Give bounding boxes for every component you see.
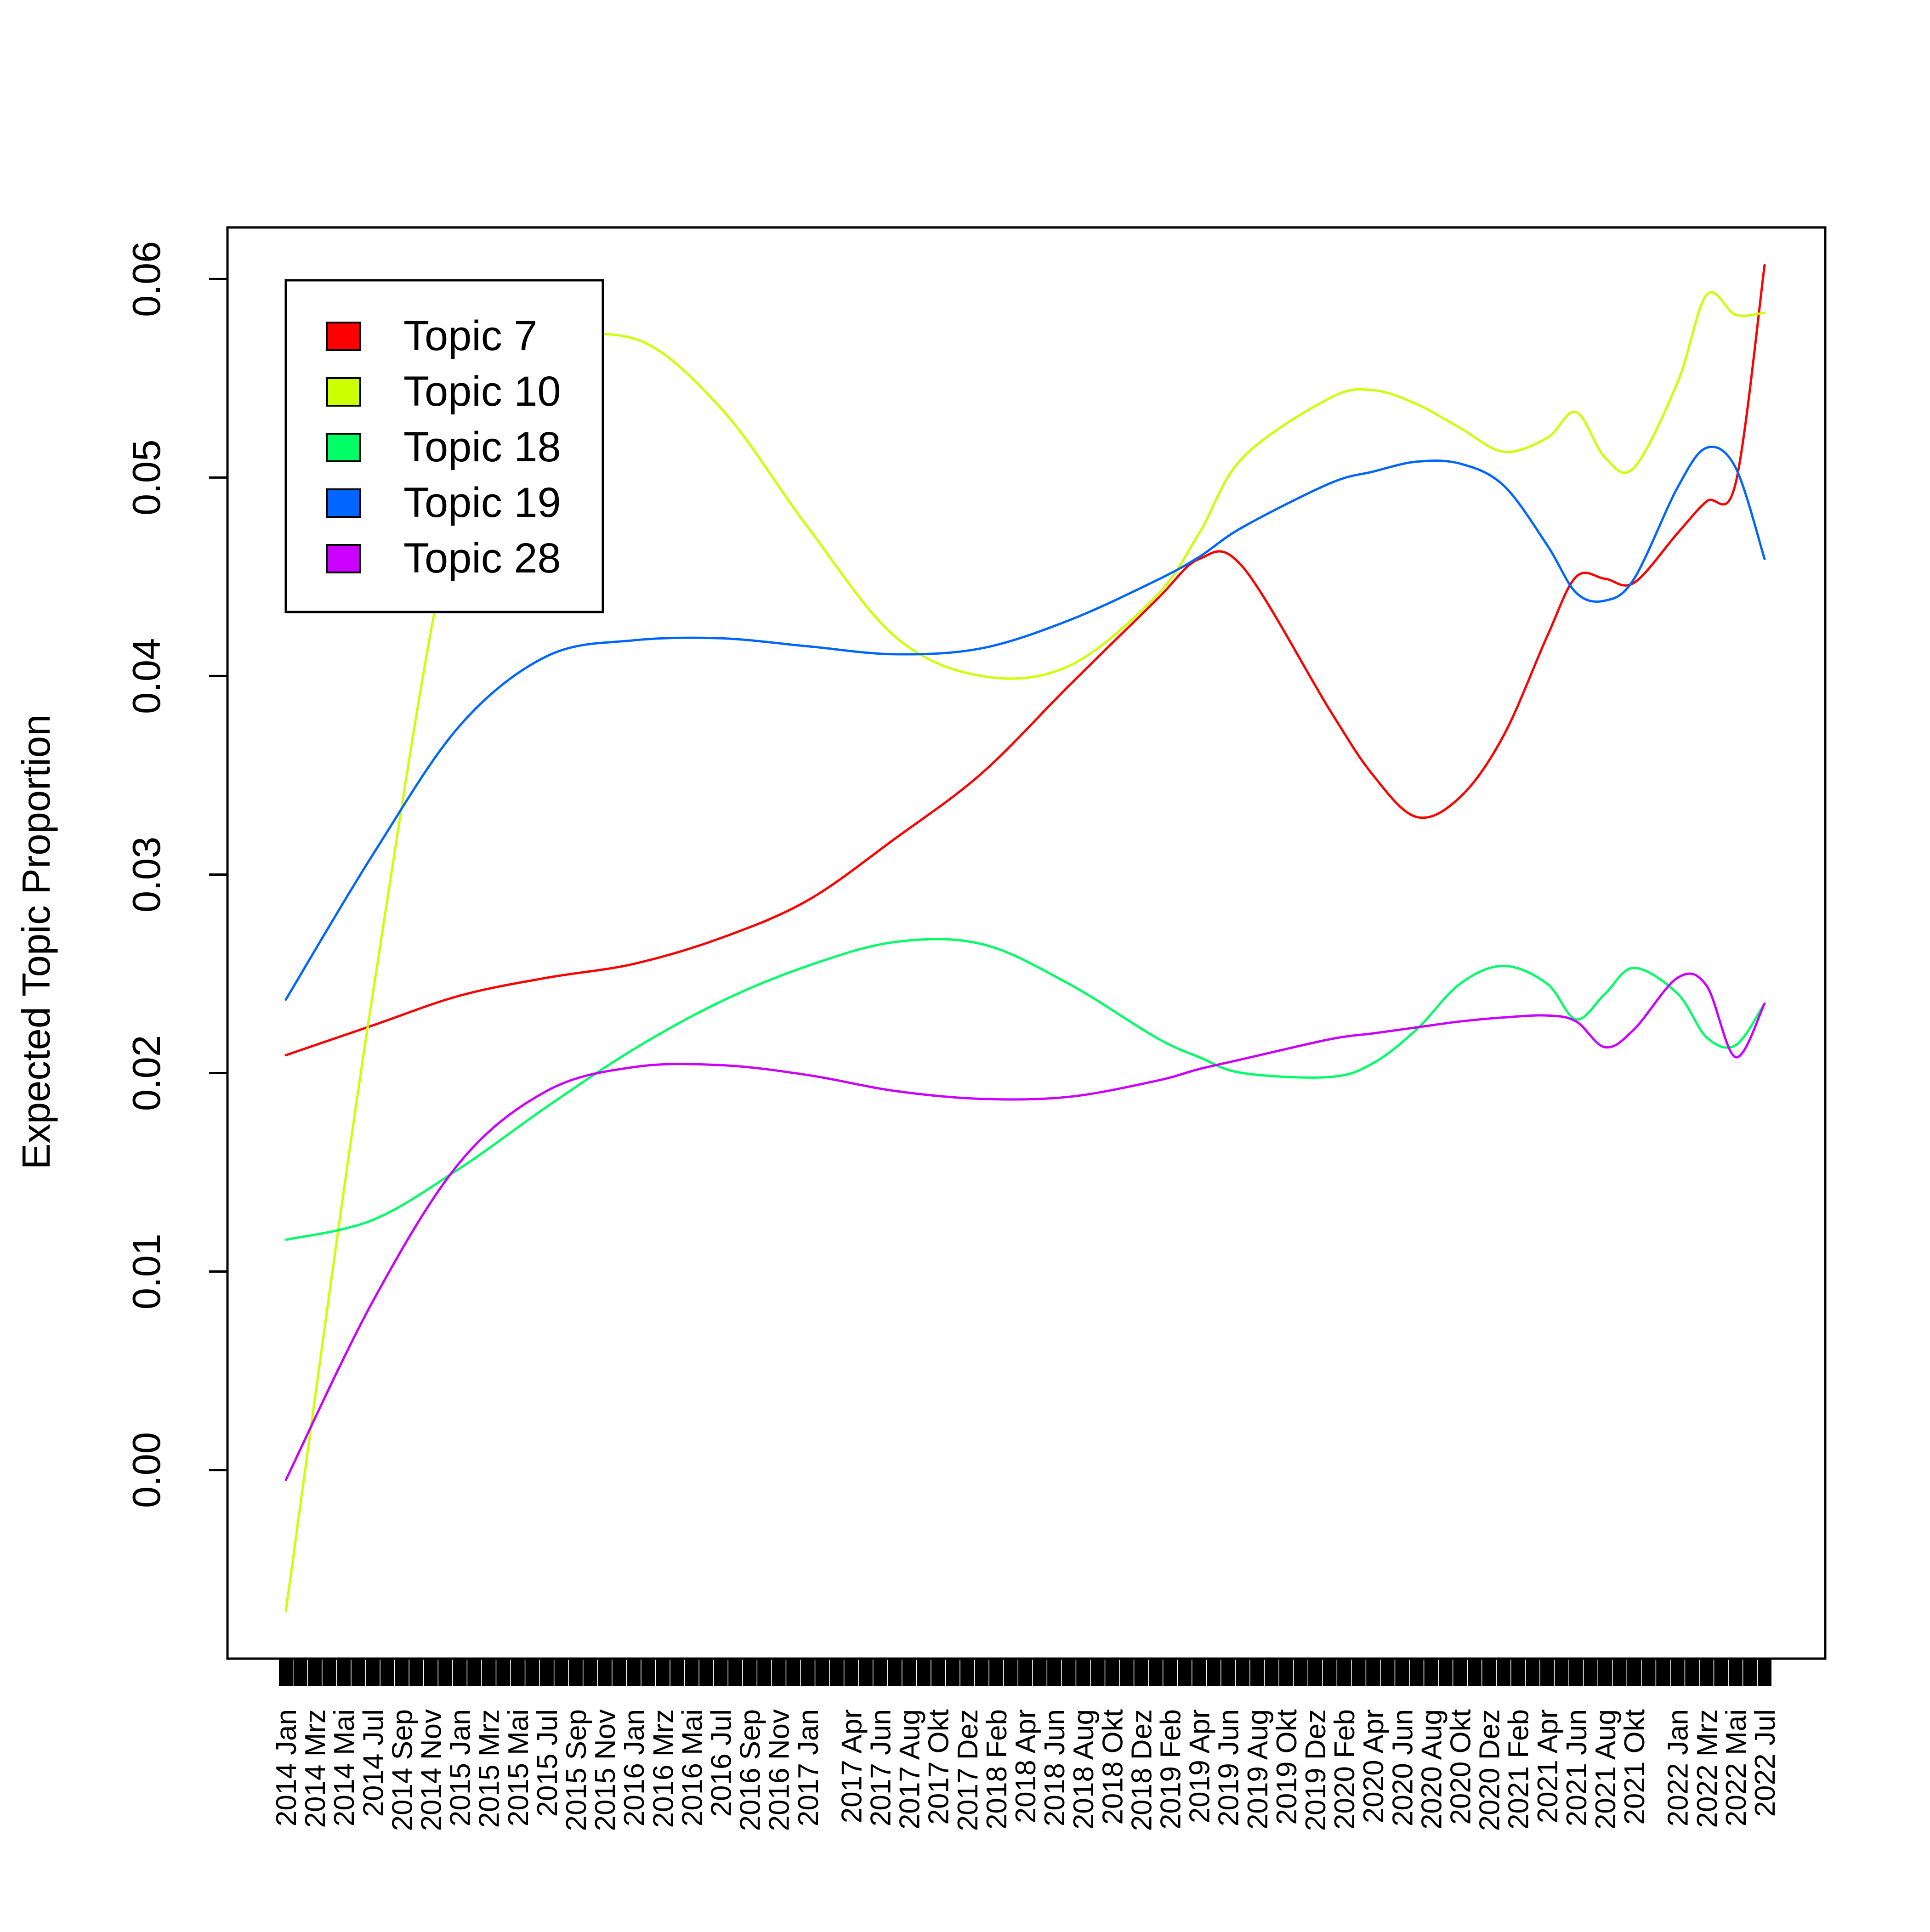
x-tick-label: 2014 Nov (415, 1709, 447, 1831)
legend-label-topic-10: Topic 10 (403, 368, 561, 415)
x-tick-label: 2016 Mai (676, 1709, 708, 1826)
x-tick-label: 2014 Mai (329, 1709, 360, 1826)
x-tick-label: 2021 Aug (1590, 1709, 1622, 1830)
y-tick-label: 0.01 (125, 1234, 169, 1309)
x-tick-label: 2020 Jun (1387, 1709, 1419, 1826)
x-tick-label: 2021 Feb (1503, 1709, 1535, 1830)
series-line-topic-7 (284, 264, 1766, 1057)
x-tick-label: 2021 Okt (1619, 1709, 1651, 1825)
x-tick-label: 2015 Nov (590, 1709, 621, 1831)
x-tick-label: 2016 Jul (705, 1709, 737, 1817)
x-tick-label: 2015 Jul (532, 1709, 563, 1817)
x-tick-label: 2018 Apr (1010, 1709, 1042, 1823)
x-tick-label: 2015 Sep (561, 1709, 592, 1831)
legend-label-topic-18: Topic 18 (403, 424, 561, 470)
x-tick-label: 2022 Jul (1749, 1709, 1781, 1817)
x-tick-label: 2022 Jan (1663, 1709, 1694, 1826)
x-tick-label: 2022 Mai (1720, 1709, 1752, 1826)
x-tick-label: 2020 Apr (1358, 1709, 1390, 1823)
y-tick-label: 0.05 (125, 440, 169, 516)
x-tick-label: 2016 Nov (764, 1709, 795, 1831)
x-tick-label: 2020 Aug (1416, 1709, 1448, 1830)
y-tick-label: 0.03 (125, 837, 169, 912)
x-tick-label: 2017 Dez (952, 1709, 984, 1831)
x-tick-label: 2019 Jun (1213, 1709, 1245, 1826)
legend-swatch-topic-18 (326, 433, 361, 462)
x-tick-label: 2020 Dez (1474, 1709, 1506, 1831)
x-tick-label: 2019 Feb (1155, 1709, 1186, 1830)
x-tick-label: 2019 Dez (1300, 1709, 1332, 1831)
x-tick-label: 2020 Feb (1329, 1709, 1361, 1830)
plot-frame (226, 226, 1827, 1660)
y-tick-label: 0.00 (125, 1432, 169, 1508)
legend-label-topic-7: Topic 7 (403, 312, 538, 359)
series-line-topic-19 (284, 445, 1766, 1001)
x-tick-label: 2016 Jan (619, 1709, 650, 1826)
x-tick-label: 2019 Aug (1242, 1709, 1274, 1830)
x-tick-label: 2017 Okt (923, 1709, 955, 1825)
legend-label-topic-19: Topic 19 (403, 479, 561, 526)
x-tick-label: 2015 Mai (503, 1709, 534, 1826)
x-tick-label: 2021 Jun (1561, 1709, 1593, 1826)
x-tick-label: 2020 Okt (1445, 1709, 1476, 1825)
x-tick-label: 2017 Apr (836, 1709, 868, 1823)
series-line-topic-28 (284, 972, 1766, 1481)
x-tick-label: 2021 Apr (1532, 1709, 1564, 1823)
x-tick-label: 2018 Dez (1126, 1709, 1158, 1831)
x-tick-label: 2019 Okt (1271, 1709, 1303, 1825)
x-tick-label: 2014 Mrz (300, 1709, 331, 1828)
x-tick-label: 2022 Mrz (1692, 1709, 1723, 1828)
x-tick-label: 2016 Mrz (647, 1709, 679, 1828)
x-tick-label: 2014 Sep (386, 1709, 418, 1831)
x-tick-label: 2017 Aug (894, 1709, 926, 1830)
x-tick-label: 2014 Jan (271, 1709, 302, 1826)
legend-swatch-topic-7 (326, 322, 361, 351)
legend: Topic 7 Topic 10 Topic 18 Topic 19 Topic 28 (284, 279, 604, 613)
y-tick-label: 0.04 (125, 638, 169, 714)
x-tick-label: 2018 Jun (1039, 1709, 1071, 1826)
x-tick-label: 2019 Apr (1184, 1709, 1216, 1823)
x-tick-label: 2016 Sep (735, 1709, 766, 1831)
x-tick-label: 2015 Jan (445, 1709, 477, 1826)
x-tick-label: 2018 Feb (981, 1709, 1013, 1830)
x-tick-label: 2015 Mrz (474, 1709, 505, 1828)
x-tick-label: 2014 Jul (358, 1709, 389, 1817)
legend-label-topic-28: Topic 28 (403, 535, 561, 582)
x-tick-label: 2017 Jan (793, 1709, 824, 1826)
x-tick-label: 2017 Jun (865, 1709, 897, 1826)
x-tick-label: 2018 Aug (1068, 1709, 1100, 1830)
legend-swatch-topic-19 (326, 488, 361, 518)
y-tick-label: 0.02 (125, 1035, 169, 1111)
legend-swatch-topic-10 (326, 377, 361, 407)
legend-swatch-topic-28 (326, 544, 361, 573)
y-tick-label: 0.06 (125, 241, 169, 317)
y-axis-label: Expected Topic Proportion (15, 714, 58, 1170)
x-tick-label: 2018 Okt (1097, 1709, 1129, 1825)
